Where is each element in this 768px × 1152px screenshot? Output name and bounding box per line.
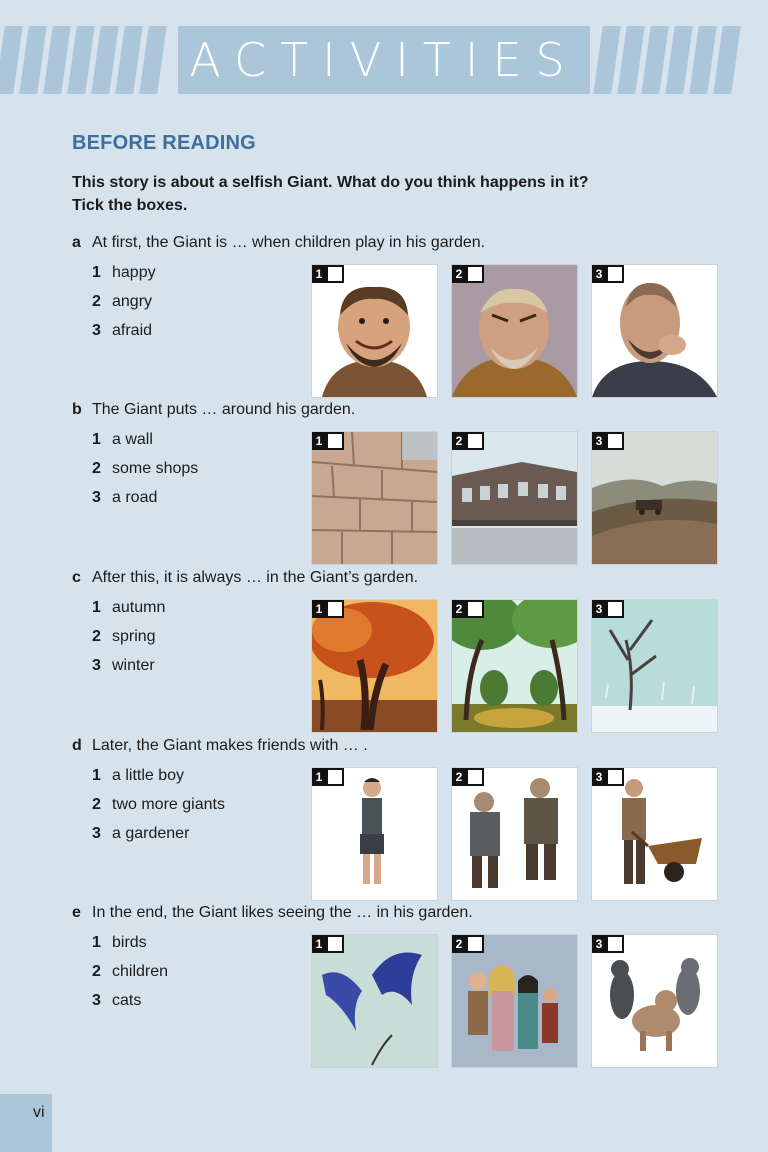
picture-smiling-giant: 1: [311, 264, 438, 398]
tick-box-3[interactable]: 3: [592, 432, 624, 450]
option-1: 1 happy: [92, 264, 156, 281]
picture-little-boy: 1: [311, 767, 438, 901]
autumn-illustration: [312, 600, 437, 732]
question-a: a At first, the Giant is … when children …: [72, 234, 732, 398]
option-1: 1 birds: [92, 934, 147, 951]
option-2: 2 spring: [92, 628, 156, 645]
spring-illustration: [452, 600, 577, 732]
cats-illustration: [592, 935, 717, 1067]
question-text: At first, the Giant is … when children p…: [92, 234, 486, 251]
shops-illustration: [452, 432, 577, 564]
gardener-illustration: [592, 768, 717, 900]
intro-instructions: This story is about a selfish Giant. Wha…: [72, 171, 588, 217]
option-2: 2 some shops: [92, 460, 199, 477]
question-letter: c: [72, 569, 81, 586]
tick-box-3[interactable]: 3: [592, 265, 624, 283]
smiling-giant-illustration: [312, 265, 437, 397]
tick-box-3[interactable]: 3: [592, 935, 624, 953]
question-text: Later, the Giant makes friends with … .: [92, 737, 368, 754]
tick-box-2[interactable]: 2: [452, 935, 484, 953]
option-3: 3 winter: [92, 657, 155, 674]
tick-box-3[interactable]: 3: [592, 768, 624, 786]
banner-title-box: ACTIVITIES: [178, 26, 590, 94]
question-d: d Later, the Giant makes friends with … .…: [72, 737, 732, 901]
page-number: vi: [33, 1104, 45, 1121]
option-1: 1 autumn: [92, 599, 166, 616]
question-stem: e In the end, the Giant likes seeing the …: [72, 904, 732, 922]
picture-gardener: 3: [591, 767, 718, 901]
question-stem: d Later, the Giant makes friends with … .: [72, 737, 732, 755]
intro-line-2: Tick the boxes.: [72, 197, 188, 214]
question-stem: c After this, it is always … in the Giant…: [72, 569, 732, 587]
birds-illustration: [312, 935, 437, 1067]
picture-three-cats: 3: [591, 934, 718, 1068]
children-illustration: [452, 935, 577, 1067]
stone-wall-illustration: [312, 432, 437, 564]
tick-box-1[interactable]: 1: [312, 935, 344, 953]
worried-giant-illustration: [592, 265, 717, 397]
question-stem: b The Giant puts … around his garden.: [72, 401, 732, 419]
question-e: e In the end, the Giant likes seeing the …: [72, 904, 732, 1068]
option-3: 3 afraid: [92, 322, 153, 339]
picture-two-giants: 2: [451, 767, 578, 901]
giants-illustration: [452, 768, 577, 900]
banner-stripes-right: [593, 26, 741, 94]
picture-angry-giant: 2: [451, 264, 578, 398]
question-letter: b: [72, 401, 82, 418]
tick-box-2[interactable]: 2: [452, 265, 484, 283]
picture-row-of-shops: 2: [451, 431, 578, 565]
boy-illustration: [312, 768, 437, 900]
question-text: The Giant puts … around his garden.: [92, 401, 356, 418]
tick-box-2[interactable]: 2: [452, 432, 484, 450]
tick-box-1[interactable]: 1: [312, 432, 344, 450]
picture-country-road: 3: [591, 431, 718, 565]
option-3: 3 cats: [92, 992, 142, 1009]
banner-stripes-left: [0, 26, 167, 94]
picture-stone-wall: 1: [311, 431, 438, 565]
question-letter: d: [72, 737, 82, 754]
question-text: In the end, the Giant likes seeing the ……: [92, 904, 473, 921]
picture-worried-giant: 3: [591, 264, 718, 398]
option-2: 2 children: [92, 963, 169, 980]
banner-title: ACTIVITIES: [189, 33, 579, 87]
tick-box-2[interactable]: 2: [452, 600, 484, 618]
question-stem: a At first, the Giant is … when children …: [72, 234, 732, 252]
tick-box-1[interactable]: 1: [312, 265, 344, 283]
option-2: 2 two more giants: [92, 796, 225, 813]
tick-box-2[interactable]: 2: [452, 768, 484, 786]
page-number-tab: [0, 1094, 52, 1152]
road-illustration: [592, 432, 717, 564]
picture-children: 2: [451, 934, 578, 1068]
tick-box-1[interactable]: 1: [312, 768, 344, 786]
picture-winter-tree: 3: [591, 599, 718, 733]
winter-illustration: [592, 600, 717, 732]
option-2: 2 angry: [92, 293, 153, 310]
question-letter: e: [72, 904, 81, 921]
tick-box-3[interactable]: 3: [592, 600, 624, 618]
intro-line-1: This story is about a selfish Giant. Wha…: [72, 174, 589, 191]
picture-blue-birds: 1: [311, 934, 438, 1068]
picture-spring-garden: 2: [451, 599, 578, 733]
section-heading: BEFORE READING: [72, 132, 256, 154]
tick-box-1[interactable]: 1: [312, 600, 344, 618]
activities-banner: ACTIVITIES: [0, 26, 768, 94]
picture-autumn-tree: 1: [311, 599, 438, 733]
question-c: c After this, it is always … in the Giant…: [72, 569, 732, 733]
question-text: After this, it is always … in the Giant’…: [92, 569, 419, 586]
question-letter: a: [72, 234, 81, 251]
angry-giant-illustration: [452, 265, 577, 397]
